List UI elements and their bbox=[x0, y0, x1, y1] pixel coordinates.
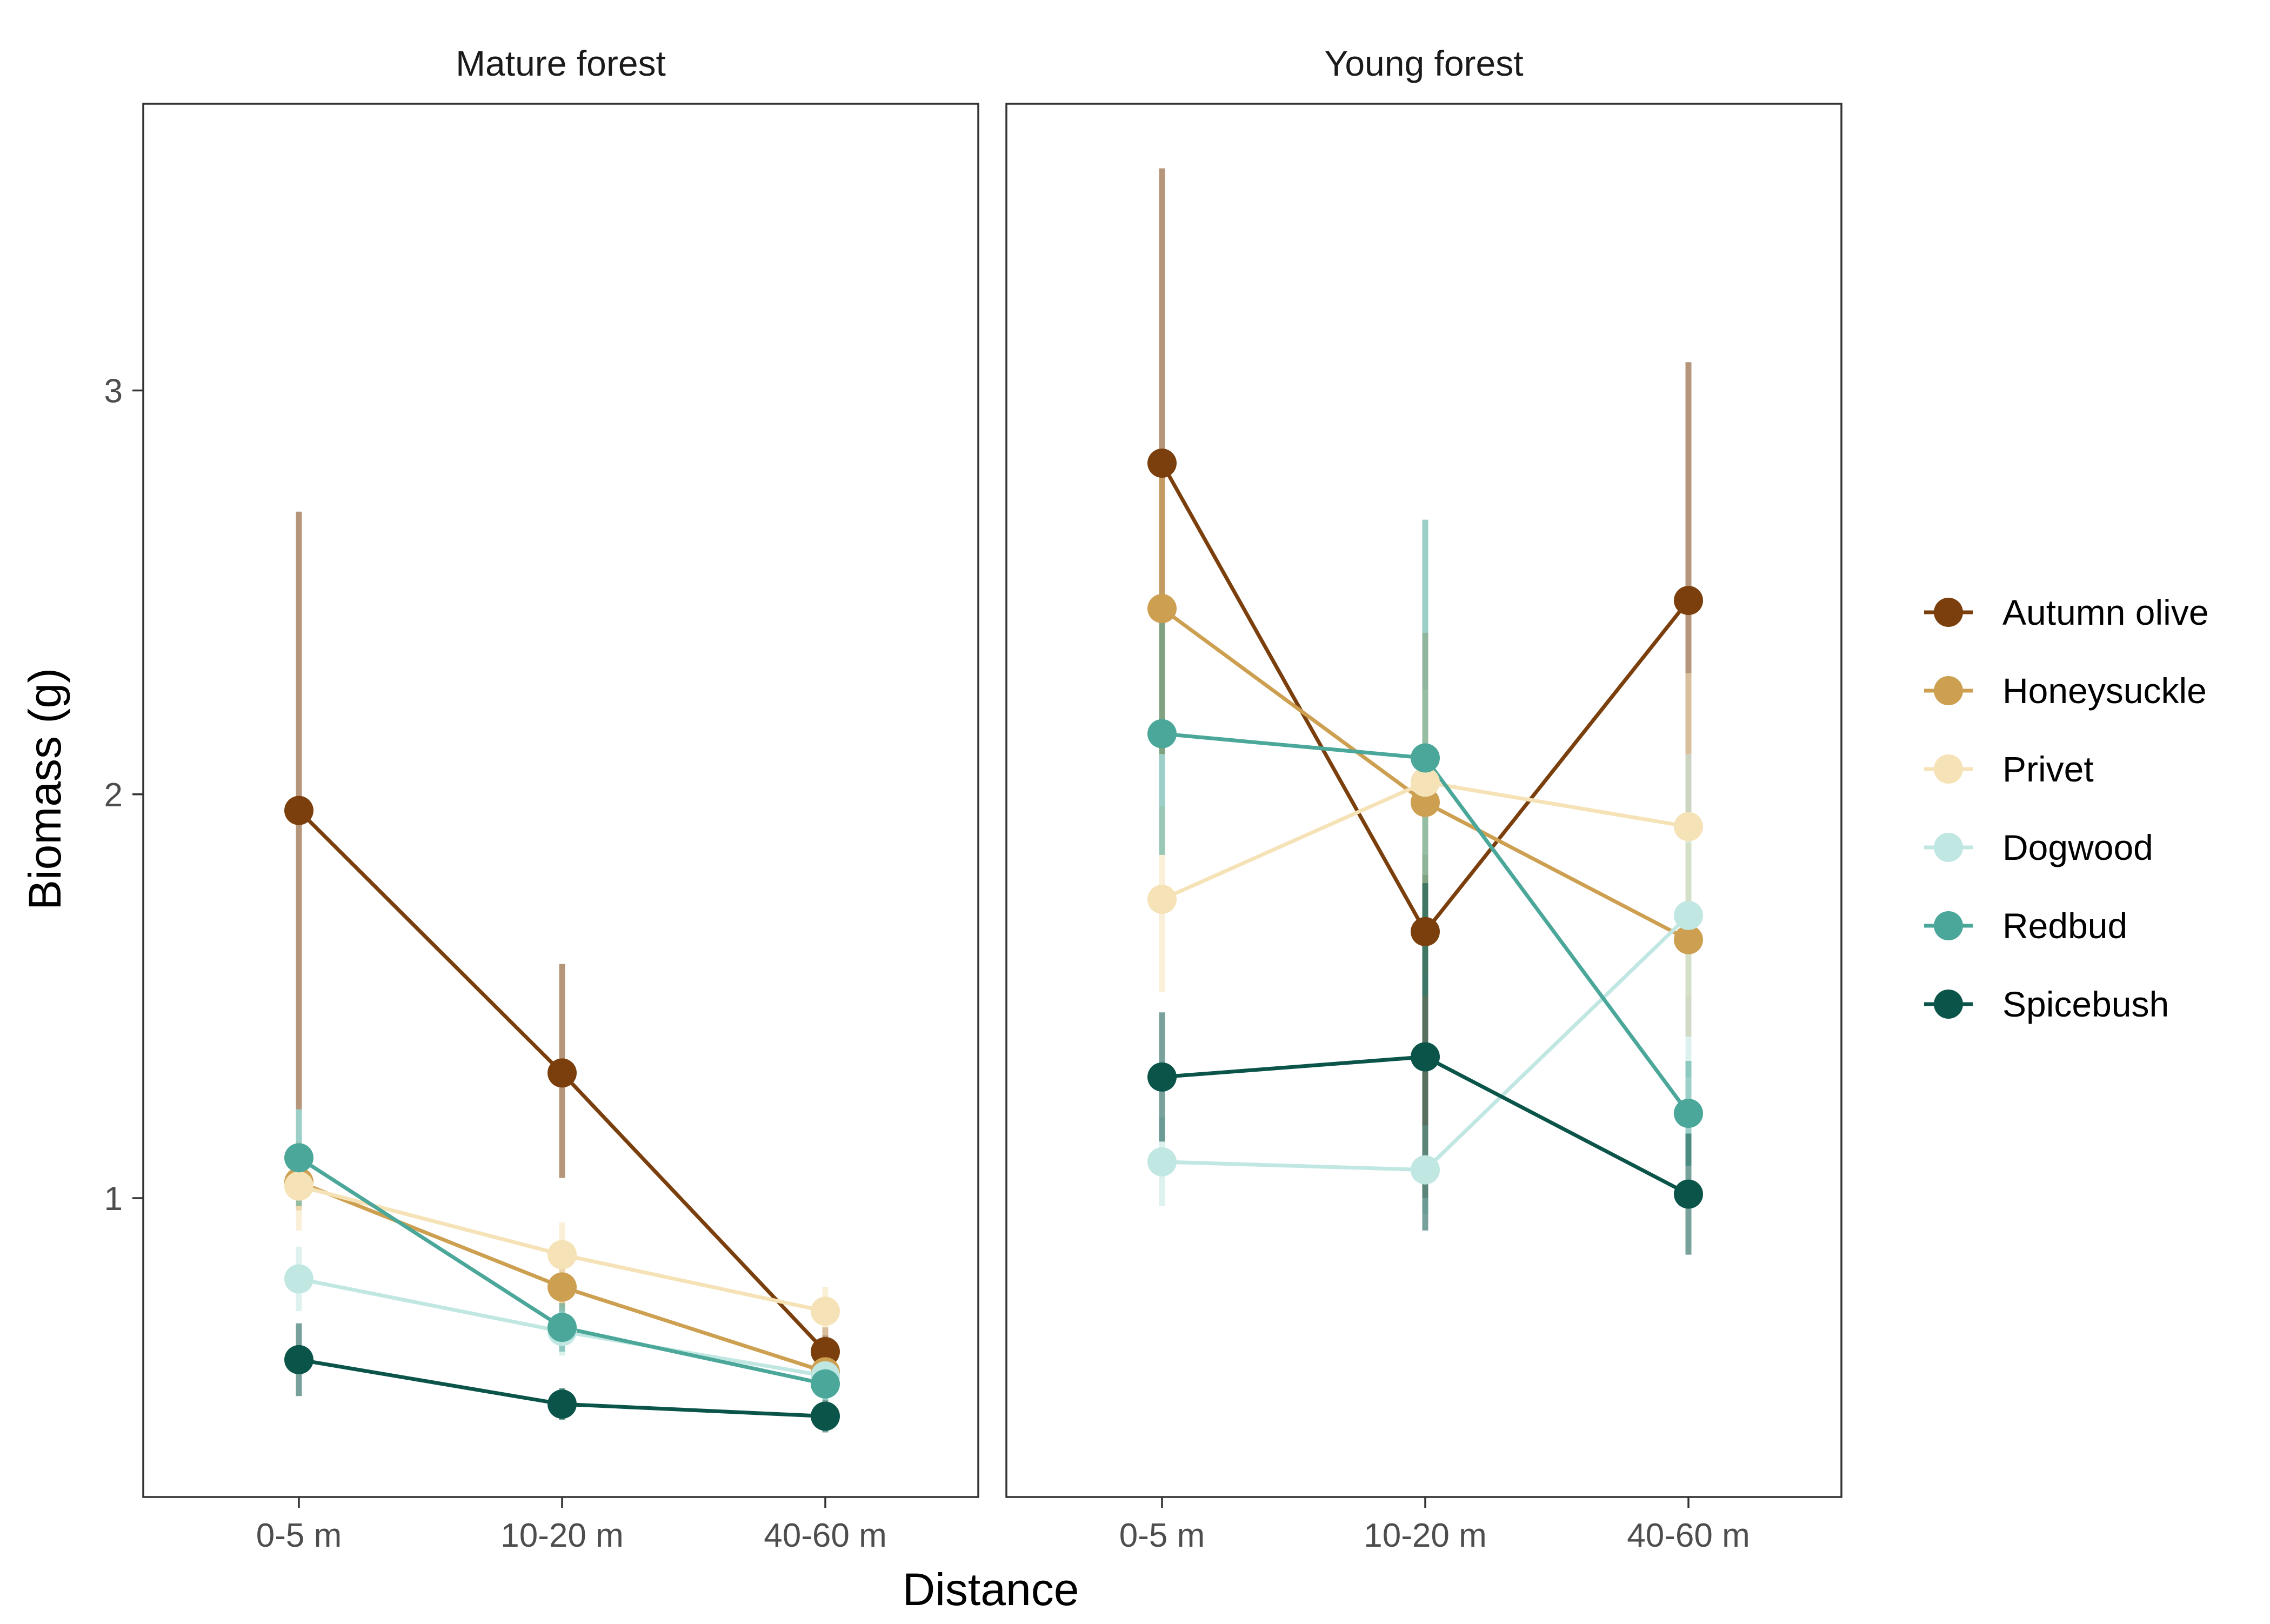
legend-item-honeysuckle: Honeysuckle bbox=[1924, 671, 2207, 711]
point-spicebush bbox=[811, 1401, 840, 1431]
point-redbud bbox=[1147, 719, 1177, 748]
point-autumn-olive bbox=[1411, 917, 1440, 946]
legend-item-autumn-olive: Autumn olive bbox=[1924, 592, 2209, 632]
point-autumn-olive bbox=[811, 1336, 840, 1366]
panel-frame bbox=[142, 103, 979, 1498]
panel-frame bbox=[1005, 103, 1842, 1498]
panel-title-young-forest: Young forest bbox=[1324, 43, 1523, 83]
legend-key-point bbox=[1934, 911, 1963, 940]
point-redbud bbox=[548, 1313, 577, 1342]
x-tick-label-0-5-m: 0-5 m bbox=[1119, 1517, 1205, 1554]
x-tick-label-0-5-m: 0-5 m bbox=[256, 1517, 342, 1554]
point-autumn-olive bbox=[1674, 586, 1703, 616]
point-dogwood bbox=[284, 1264, 313, 1294]
panel-mature-forest: Mature forest 0-5 m 10-20 m 40-60 m bbox=[142, 43, 979, 1554]
point-spicebush bbox=[548, 1389, 577, 1419]
point-autumn-olive bbox=[1147, 449, 1177, 478]
point-redbud bbox=[1411, 743, 1440, 773]
point-privet bbox=[1411, 767, 1440, 797]
point-redbud bbox=[811, 1369, 840, 1399]
legend-label: Dogwood bbox=[2002, 827, 2153, 867]
series-points bbox=[284, 796, 840, 1431]
point-dogwood bbox=[1674, 900, 1703, 930]
point-honeysuckle bbox=[1147, 594, 1177, 624]
point-honeysuckle bbox=[548, 1272, 577, 1302]
legend-label: Autumn olive bbox=[2002, 592, 2209, 632]
y-tick-label: 1 bbox=[104, 1180, 123, 1218]
point-spicebush bbox=[1411, 1042, 1440, 1072]
point-spicebush bbox=[1147, 1062, 1177, 1092]
point-honeysuckle bbox=[1411, 787, 1440, 817]
legend-label: Redbud bbox=[2002, 906, 2127, 946]
y-axis-title: Biomass (g) bbox=[19, 668, 70, 910]
legend-label: Spicebush bbox=[2002, 984, 2169, 1024]
point-privet bbox=[284, 1171, 313, 1201]
legend-item-dogwood: Dogwood bbox=[1924, 827, 2153, 867]
point-autumn-olive bbox=[548, 1058, 577, 1088]
point-redbud bbox=[284, 1143, 313, 1173]
x-tick-label-10-20-m: 10-20 m bbox=[500, 1517, 623, 1554]
panel-title-mature-forest: Mature forest bbox=[456, 43, 666, 83]
y-tick-label: 2 bbox=[104, 777, 123, 814]
point-spicebush bbox=[284, 1345, 313, 1374]
legend-item-redbud: Redbud bbox=[1924, 906, 2127, 946]
point-dogwood bbox=[1411, 1155, 1440, 1185]
y-tick-label: 3 bbox=[104, 373, 123, 410]
legend-label: Privet bbox=[2002, 749, 2094, 789]
legend-key-point bbox=[1934, 754, 1963, 784]
panel-young-forest: Young forest 0-5 m 10-20 m 40-60 m bbox=[1005, 43, 1842, 1554]
legend-key-point bbox=[1934, 833, 1963, 862]
point-privet bbox=[548, 1240, 577, 1269]
point-autumn-olive bbox=[284, 796, 313, 825]
x-tick-label-40-60-m: 40-60 m bbox=[1627, 1517, 1750, 1554]
point-privet bbox=[811, 1296, 840, 1326]
legend-label: Honeysuckle bbox=[2002, 671, 2207, 711]
point-privet bbox=[1147, 885, 1177, 914]
point-honeysuckle bbox=[1674, 925, 1703, 954]
legend-item-privet: Privet bbox=[1924, 749, 2094, 789]
legend: Autumn olive Honeysuckle Privet Dogwood Redb… bbox=[1924, 592, 2209, 1024]
x-axis-title: Distance bbox=[903, 1564, 1079, 1615]
point-privet bbox=[1674, 812, 1703, 841]
x-tick-label-40-60-m: 40-60 m bbox=[764, 1517, 886, 1554]
legend-key-point bbox=[1934, 990, 1963, 1019]
point-redbud bbox=[1674, 1099, 1703, 1128]
series-points bbox=[1147, 449, 1703, 1209]
point-spicebush bbox=[1674, 1179, 1703, 1209]
point-dogwood bbox=[1147, 1147, 1177, 1177]
x-tick-label-10-20-m: 10-20 m bbox=[1364, 1517, 1486, 1554]
legend-key-point bbox=[1934, 676, 1963, 705]
legend-item-spicebush: Spicebush bbox=[1924, 984, 2169, 1024]
legend-key-point bbox=[1934, 598, 1963, 627]
y-axis: 1 2 3 bbox=[104, 373, 143, 1218]
